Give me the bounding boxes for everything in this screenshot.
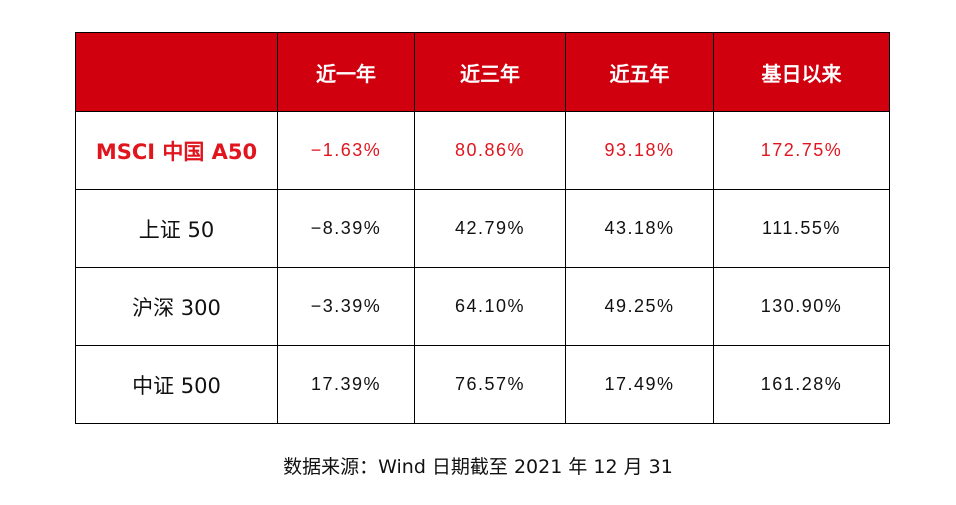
row-name: 上证 50 <box>75 189 278 268</box>
cell-value: 80.86% <box>414 111 566 190</box>
cell-value: 93.18% <box>565 111 714 190</box>
cell-value: 42.79% <box>414 189 566 268</box>
header-row: 近一年 近三年 近五年 基日以来 <box>75 32 890 112</box>
header-corner <box>75 32 278 112</box>
column-header: 近三年 <box>414 32 566 112</box>
cell-value: 17.49% <box>565 345 714 424</box>
data-row: 上证 50 −8.39% 42.79% 43.18% 111.55% <box>75 189 890 268</box>
cell-value: −8.39% <box>277 189 415 268</box>
cell-value: 43.18% <box>565 189 714 268</box>
cell-value: 76.57% <box>414 345 566 424</box>
cell-value: 161.28% <box>713 345 890 424</box>
cell-value: −3.39% <box>277 267 415 346</box>
column-header: 基日以来 <box>713 32 890 112</box>
cell-value: 172.75% <box>713 111 890 190</box>
returns-table: 近一年 近三年 近五年 基日以来 MSCI 中国 A50 −1.63% 80.86% 93.… <box>75 32 890 424</box>
cell-value: 49.25% <box>565 267 714 346</box>
cell-value: 17.39% <box>277 345 415 424</box>
data-row: 沪深 300 −3.39% 64.10% 49.25% 130.90% <box>75 267 890 346</box>
data-row: 中证 500 17.39% 76.57% 17.49% 161.28% <box>75 345 890 424</box>
row-name: 沪深 300 <box>75 267 278 346</box>
source-note: 数据来源：Wind 日期截至 2021 年 12 月 31 <box>283 456 673 478</box>
row-name: MSCI 中国 A50 <box>75 111 278 190</box>
column-header: 近一年 <box>277 32 415 112</box>
column-header: 近五年 <box>565 32 714 112</box>
cell-value: −1.63% <box>277 111 415 190</box>
cell-value: 64.10% <box>414 267 566 346</box>
data-row: MSCI 中国 A50 −1.63% 80.86% 93.18% 172.75% <box>75 111 890 190</box>
cell-value: 111.55% <box>713 189 890 268</box>
cell-value: 130.90% <box>713 267 890 346</box>
row-name: 中证 500 <box>75 345 278 424</box>
